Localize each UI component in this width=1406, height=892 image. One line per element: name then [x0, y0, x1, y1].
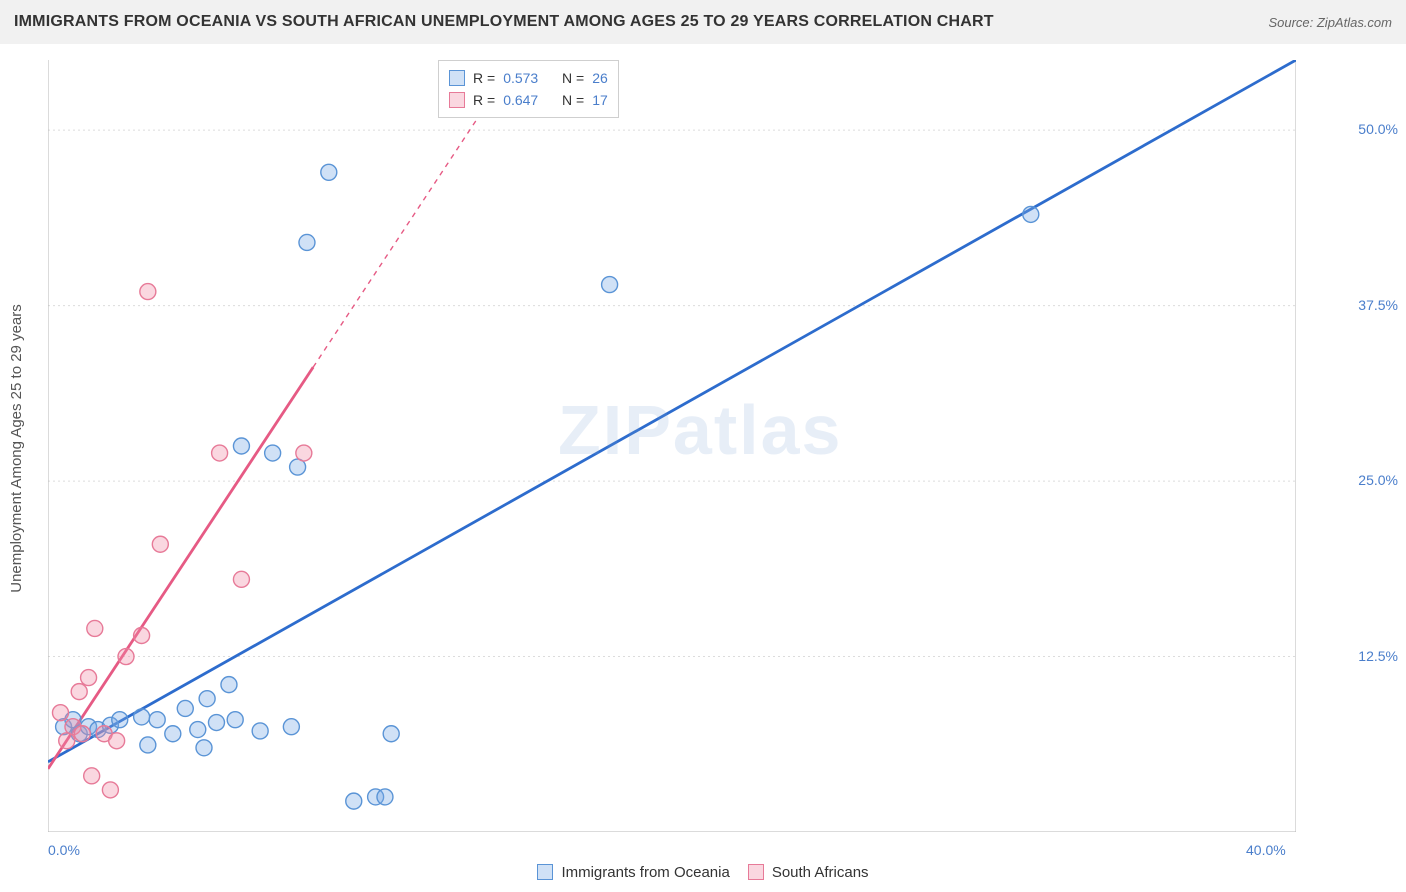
legend-r-label: R =	[473, 92, 495, 108]
data-point	[321, 164, 337, 180]
data-point	[102, 782, 118, 798]
y-axis-label-text: Unemployment Among Ages 25 to 29 years	[8, 304, 25, 593]
data-point	[149, 712, 165, 728]
data-point	[84, 768, 100, 784]
data-point	[283, 719, 299, 735]
legend-stat-row: R = 0.647 N = 17	[449, 89, 608, 111]
legend-label: Immigrants from Oceania	[561, 864, 729, 881]
data-point	[299, 234, 315, 250]
legend-swatch	[449, 92, 465, 108]
data-point	[252, 723, 268, 739]
y-tick-label: 50.0%	[1308, 121, 1398, 137]
data-point	[383, 726, 399, 742]
data-point	[52, 705, 68, 721]
data-point	[74, 726, 90, 742]
scatter-plot: ZIPatlas R =0.573 N =26R =0.647 N =17	[48, 60, 1296, 832]
data-point	[199, 691, 215, 707]
data-point	[134, 627, 150, 643]
chart-container: Unemployment Among Ages 25 to 29 years Z…	[0, 44, 1406, 892]
legend-swatch	[449, 70, 465, 86]
legend-n-label: N =	[562, 92, 584, 108]
data-point	[152, 536, 168, 552]
data-point	[296, 445, 312, 461]
data-point	[87, 620, 103, 636]
data-point	[602, 277, 618, 293]
data-point	[71, 684, 87, 700]
data-point	[208, 715, 224, 731]
legend-correlation-box: R = 0.573 N = 26 R = 0.647 N = 17	[438, 60, 619, 118]
data-point	[346, 793, 362, 809]
legend-n-label: N =	[562, 70, 584, 86]
data-point	[1023, 206, 1039, 222]
data-point	[134, 709, 150, 725]
legend-series: Immigrants from Oceania South Africans	[0, 856, 1406, 888]
data-point	[233, 571, 249, 587]
data-point	[140, 737, 156, 753]
data-point	[81, 670, 97, 686]
page-title: IMMIGRANTS FROM OCEANIA VS SOUTH AFRICAN…	[14, 13, 994, 31]
legend-swatch	[748, 864, 764, 880]
data-point	[227, 712, 243, 728]
data-point	[112, 712, 128, 728]
y-tick-label: 25.0%	[1308, 472, 1398, 488]
legend-swatch	[537, 864, 553, 880]
data-point	[196, 740, 212, 756]
legend-r-value: 0.647	[503, 92, 538, 108]
data-point	[140, 284, 156, 300]
source-attribution: Source: ZipAtlas.com	[1268, 15, 1392, 30]
legend-r-label: R =	[473, 70, 495, 86]
legend-n-value: 26	[592, 70, 608, 86]
data-point	[118, 649, 134, 665]
data-point	[177, 700, 193, 716]
y-tick-label: 37.5%	[1308, 297, 1398, 313]
data-point	[221, 677, 237, 693]
data-point	[233, 438, 249, 454]
y-axis-label: Unemployment Among Ages 25 to 29 years	[0, 44, 32, 852]
data-point	[190, 722, 206, 738]
legend-item: South Africans	[748, 864, 869, 881]
data-point	[265, 445, 281, 461]
legend-item: Immigrants from Oceania	[537, 864, 729, 881]
data-point	[165, 726, 181, 742]
plot-svg	[48, 60, 1296, 832]
source-prefix: Source:	[1268, 15, 1316, 30]
legend-r-value: 0.573	[503, 70, 538, 86]
legend-n-value: 17	[592, 92, 608, 108]
legend-stat-row: R = 0.573 N = 26	[449, 67, 608, 89]
data-point	[109, 733, 125, 749]
legend-label: South Africans	[772, 864, 869, 881]
title-bar: IMMIGRANTS FROM OCEANIA VS SOUTH AFRICAN…	[0, 0, 1406, 44]
data-point	[377, 789, 393, 805]
data-point	[212, 445, 228, 461]
source-link[interactable]: ZipAtlas.com	[1317, 15, 1392, 30]
y-tick-label: 12.5%	[1308, 648, 1398, 664]
